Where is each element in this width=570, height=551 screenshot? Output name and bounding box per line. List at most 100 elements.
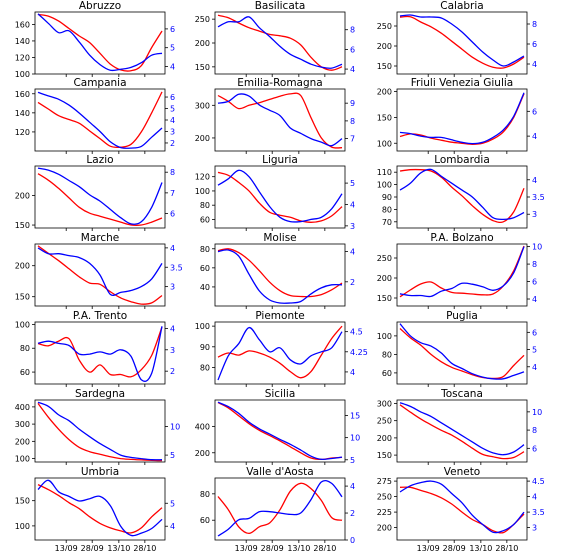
right-tick-label: 4 [170,522,175,531]
panel-umbria: Umbria 100 150 4 5 13/09 28/09 13/10 28/10 [15,466,175,551]
panel-title: Basilicata [255,0,306,12]
left-tick-label: 200 [377,42,392,51]
right-tick-label: 7 [170,189,175,198]
panel-title: Sardegna [75,388,125,400]
right-tick-label: 2 [350,278,355,287]
panel-valle-d-aosta: Valle d'Aosta 60 80 0 2 4 13/09 28/09 13/10 28/10 [200,466,355,551]
x-tick-label: 13/10 [469,544,492,551]
left-tick-label: 300 [195,101,210,110]
panel-p-a-trento: P.A. Trento 60 80 100 2 3 4 [15,310,175,387]
right-tick-label: 2 [170,367,175,376]
left-tick-label: 300 [377,399,392,408]
plot-frame [214,477,346,541]
plot-frame [34,477,166,541]
right-tick-label: 4 [170,244,175,253]
right-axis-series-line [399,246,525,298]
right-tick-label: 6 [170,210,175,219]
right-tick-label: 4 [532,363,537,372]
left-tick-label: 150 [377,113,392,122]
right-tick-label: 8 [532,20,537,29]
plot-frame [396,11,528,75]
right-tick-label: 4 [350,65,355,74]
x-tick-label: 28/09 [81,544,104,551]
left-tick-label: 70 [382,218,392,227]
left-tick-label: 250 [377,254,392,263]
left-tick-label: 80 [200,363,210,372]
panel-title: Campania [73,77,126,89]
left-axis-series-line [399,15,525,69]
right-tick-label: 2 [170,139,175,148]
x-tick-label: 28/10 [313,544,336,551]
right-tick-label: 3 [532,524,537,533]
left-tick-label: 80 [200,245,210,254]
right-tick-label: 15 [350,412,360,421]
right-tick-label: 6 [532,107,537,116]
left-tick-label: 200 [377,274,392,283]
right-tick-label: 10 [170,422,180,431]
left-tick-label: 80 [200,490,210,499]
left-tick-label: 110 [377,168,392,177]
right-tick-label: 4 [170,62,175,71]
left-tick-label: 40 [200,283,210,292]
panel-abruzzo: Abruzzo 100 120 140 160 4 5 6 [15,0,175,79]
panel-title: Valle d'Aosta [246,466,313,478]
right-tick-label: 3.5 [532,193,545,202]
panel-title: P.A. Trento [73,310,127,322]
left-tick-label: 150 [15,221,30,230]
right-tick-label: 4 [532,176,537,185]
x-tick-label: 13/10 [287,544,310,551]
right-tick-label: 6 [532,40,537,49]
panel-title: Marche [81,232,119,244]
panel-puglia: Puglia 60 80 100 4 5 6 [377,310,537,387]
left-tick-label: 60 [200,264,210,273]
x-tick-label: 28/10 [133,544,156,551]
left-axis-series-line [37,326,163,378]
right-tick-label: 10 [532,408,542,417]
right-tick-label: 4.5 [350,328,363,337]
left-tick-label: 60 [382,369,392,378]
right-tick-label: 5 [170,44,175,53]
left-tick-label: 160 [15,20,30,29]
right-axis-series-line [399,402,525,456]
panel-title: Toscana [440,388,483,400]
left-tick-label: 120 [15,53,30,62]
right-axis-series-line [37,326,163,382]
left-axis-series-line [399,168,525,224]
left-tick-label: 200 [377,434,392,443]
left-tick-label: 140 [15,109,30,118]
left-tick-label: 150 [15,293,30,302]
right-tick-label: 6 [532,444,537,453]
panel-molise: Molise 40 60 80 2 4 [200,232,355,309]
left-tick-label: 100 [377,139,392,148]
panel-title: Molise [263,232,296,244]
right-axis-series-line [217,16,343,69]
left-tick-label: 200 [195,449,210,458]
panel-veneto: Veneto 200 225 250 275 3 3.5 4 4.5 13/09 28/09 13/1… [377,466,545,551]
left-tick-label: 150 [377,294,392,303]
right-tick-label: 8 [532,260,537,269]
left-axis-series-line [217,92,343,149]
panel-sicilia: Sicilia 200 400 5 10 15 [195,388,360,465]
plot-frame [396,243,528,307]
right-tick-label: 3 [170,346,175,355]
panel-title: P.A. Bolzano [430,232,493,244]
left-tick-label: 100 [15,455,30,464]
right-axis-series-line [217,479,343,537]
plot-frame [214,243,346,307]
panel-title: Friuli Venezia Giulia [411,77,513,89]
left-tick-label: 80 [382,205,392,214]
left-tick-label: 150 [195,63,210,72]
x-tick-label: 13/10 [107,544,130,551]
right-axis-series-line [399,323,525,380]
left-axis-series-line [217,248,343,298]
plot-frame [396,321,528,385]
panel-friuli-venezia-giulia: Friuli Venezia Giulia 100 150 200 4 6 [377,77,537,154]
panel-calabria: Calabria 150 200 250 4 6 8 [377,0,537,77]
right-tick-label: 7 [350,135,355,144]
panel-sardegna: Sardegna 100 200 300 400 5 10 [15,388,180,465]
left-tick-label: 150 [15,497,30,506]
left-tick-label: 150 [377,451,392,460]
right-tick-label: 3 [350,222,355,231]
right-tick-label: 3 [532,210,537,219]
